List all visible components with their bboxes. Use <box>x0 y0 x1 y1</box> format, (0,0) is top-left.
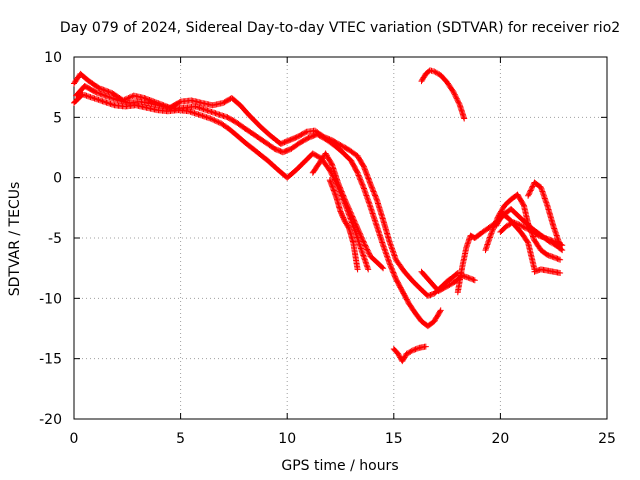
plus-markers <box>418 67 468 122</box>
plus-markers <box>525 179 564 249</box>
y-tick-label: 0 <box>53 171 62 187</box>
series-arc-14 <box>418 268 478 295</box>
chart-title: Day 079 of 2024, Sidereal Day-to-day VTE… <box>60 20 620 36</box>
y-tick-label: 10 <box>44 50 62 66</box>
plus-markers <box>531 266 564 276</box>
y-tick-label: -5 <box>48 231 62 247</box>
y-tick-label: -15 <box>39 352 62 368</box>
plus-markers <box>418 268 478 295</box>
series-arc-12 <box>493 210 538 273</box>
x-tick-label: 10 <box>278 431 296 447</box>
x-tick-label: 15 <box>385 431 403 447</box>
x-axis-label: GPS time / hours <box>281 458 398 474</box>
series-arc-5 <box>326 177 361 273</box>
y-axis-label: SDTVAR / TECUs <box>7 182 23 297</box>
y-tick-label: 5 <box>53 110 62 126</box>
series-arc-7 <box>418 67 468 122</box>
series-arc-4 <box>309 150 387 272</box>
series-arc-2 <box>73 83 444 330</box>
x-tick-label: 5 <box>176 431 185 447</box>
y-tick-label: -20 <box>39 412 62 428</box>
y-tick-label: -10 <box>39 291 62 307</box>
x-tick-label: 0 <box>70 431 79 447</box>
series-arc-13 <box>531 266 564 276</box>
x-tick-label: 20 <box>491 431 509 447</box>
y-tick-labels: -20 -15 -10 -5 0 5 10 <box>39 50 62 428</box>
data-layer <box>71 67 566 365</box>
plus-markers <box>493 210 538 273</box>
x-tick-labels: 0 5 10 15 20 25 <box>70 431 616 447</box>
series-arc-6 <box>390 343 429 365</box>
plus-markers <box>326 177 361 273</box>
plus-markers <box>309 150 387 272</box>
plot-frame <box>73 56 608 420</box>
plus-markers <box>390 343 429 365</box>
x-tick-label: 25 <box>598 431 616 447</box>
series-arc-11 <box>525 179 564 249</box>
grid-layer <box>73 56 608 420</box>
